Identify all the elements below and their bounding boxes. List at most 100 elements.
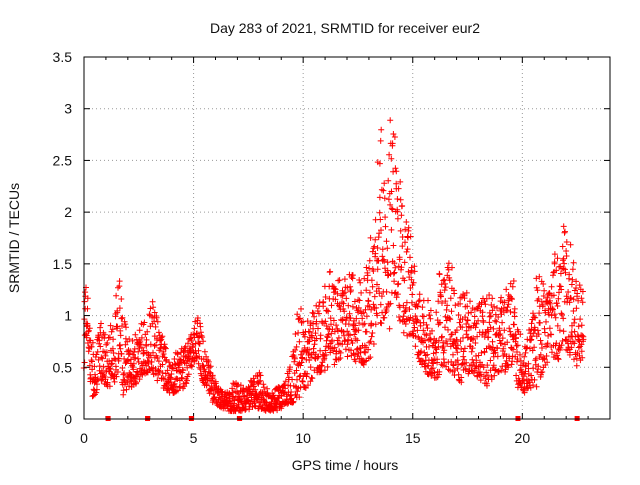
data-point [138,334,145,341]
data-point [411,268,418,275]
data-point [209,372,216,379]
data-point [499,335,506,342]
data-point [366,289,373,296]
data-point [510,346,517,353]
data-point [298,305,304,312]
data-point [546,325,553,332]
data-point [501,327,508,334]
data-point [118,350,125,357]
data-point [568,295,574,302]
data-point [554,355,561,362]
data-point [379,246,386,253]
data-point [252,386,259,393]
data-point [117,345,124,352]
data-point [507,328,514,335]
data-point [507,280,514,287]
data-point [506,325,513,332]
data-point [397,227,404,234]
plot-frame [83,56,611,420]
data-point [571,356,577,363]
data-point [395,280,402,287]
data-point [150,304,157,311]
data-point [567,241,574,248]
data-point [385,177,392,184]
data-point [533,383,540,390]
data-point [196,340,203,347]
data-point [551,251,558,258]
data-point [471,313,478,320]
data-point [559,338,566,344]
data-point [461,295,468,302]
data-point [185,371,192,378]
data-point [294,311,301,318]
data-point [98,354,105,361]
data-point [569,266,576,273]
data-point [396,304,403,311]
data-point [84,305,91,312]
data-point [550,306,556,313]
data-point [136,327,143,334]
data-point [355,304,362,311]
data-point [435,298,442,305]
data-point [402,239,408,246]
data-point [487,357,494,364]
data-point [294,388,301,395]
data-point [440,343,447,350]
data-point [517,331,524,338]
data-point [314,354,321,361]
data-point [468,309,475,316]
data-point [537,351,544,358]
data-point [331,361,338,368]
data-point [307,364,314,371]
data-point [198,332,205,339]
data-point [407,233,414,240]
data-point [89,358,95,365]
data-point [116,305,123,312]
data-point [187,348,194,355]
data-point [365,346,372,353]
data-point [344,328,351,335]
data-point [124,373,131,379]
data-point [554,255,561,262]
data-point [539,345,545,351]
data-point [299,378,306,384]
data-point [573,278,580,285]
data-point [498,340,505,347]
data-point [381,195,388,202]
data-point [487,313,494,320]
data-point [270,392,277,399]
data-point [199,362,206,369]
data-point [461,345,468,352]
data-point [288,389,295,395]
data-point [573,285,579,291]
data-point [441,276,448,283]
data-point [373,304,380,311]
data-point [159,333,166,340]
data-point [393,168,400,175]
data-point [451,290,458,297]
data-point [517,351,523,358]
data-point [88,357,95,364]
data-point [513,334,519,341]
data-point [485,328,492,335]
data-point [287,364,293,371]
data-point [337,355,344,361]
data-point [366,257,373,264]
data-point [531,376,538,383]
data-point [533,355,539,362]
data-point [98,320,104,327]
data-point [162,344,168,351]
data-point [535,296,542,302]
data-point [399,243,406,250]
data-point [390,242,397,249]
data-point [578,295,585,302]
data-point [549,307,556,313]
data-point [548,312,555,319]
data-point [348,287,354,294]
data-point [569,276,576,283]
data-point [367,234,374,241]
data-point [530,365,537,372]
data-point [128,356,134,363]
data-point [472,340,479,346]
data-point [136,376,143,383]
